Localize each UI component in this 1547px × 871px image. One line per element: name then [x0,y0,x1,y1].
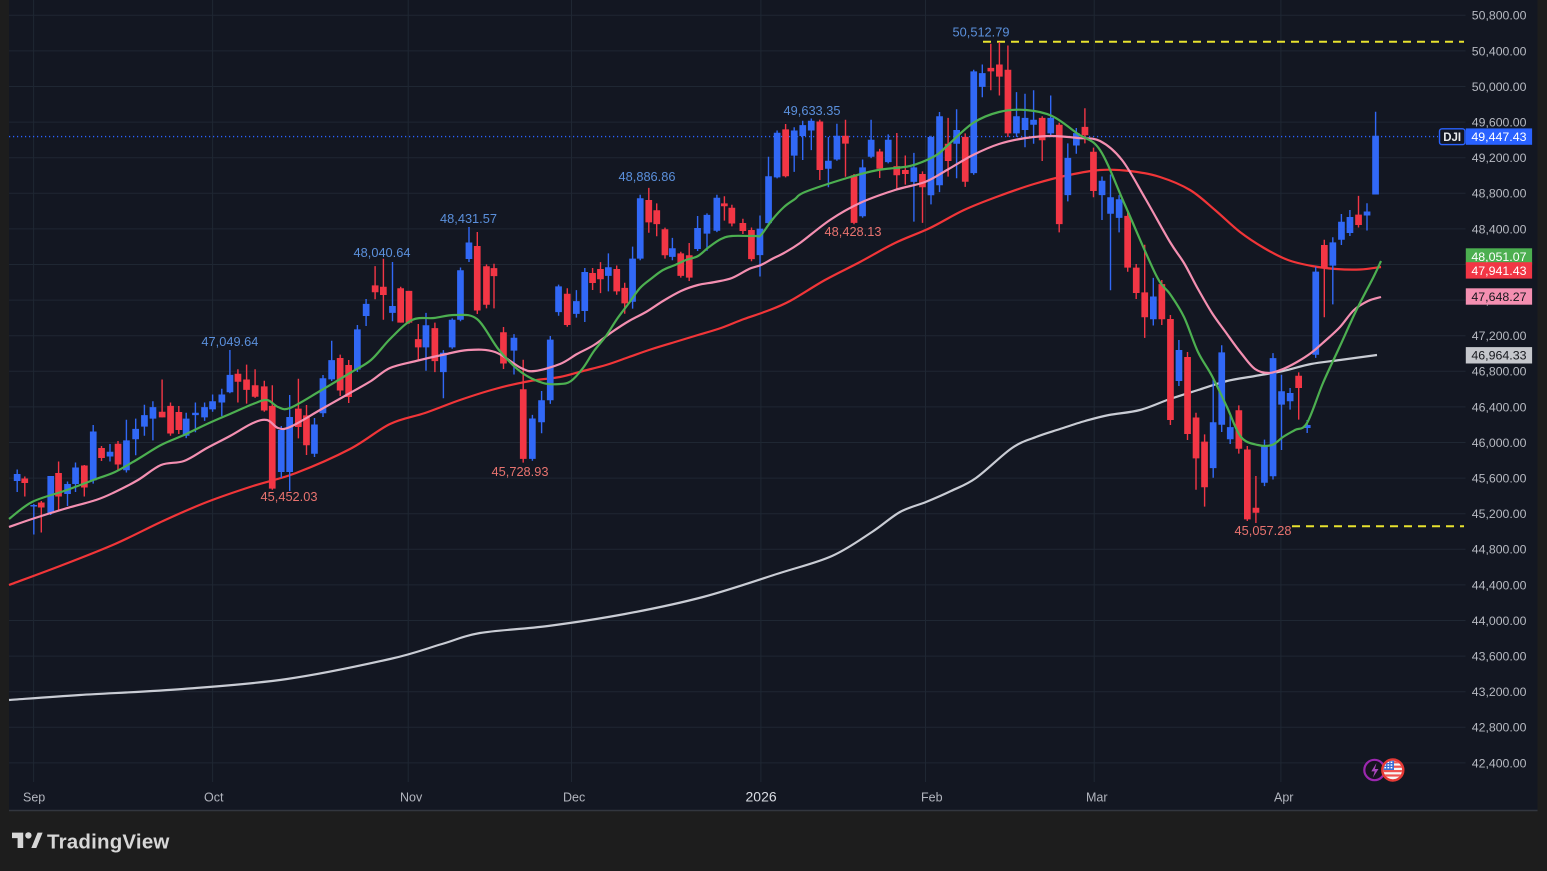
svg-text:Dec: Dec [563,791,585,805]
svg-text:TradingView: TradingView [47,830,170,853]
svg-text:46,964.33: 46,964.33 [1471,349,1526,363]
svg-text:Oct: Oct [204,791,224,805]
svg-text:44,400.00: 44,400.00 [1472,578,1527,592]
svg-text:46,000.00: 46,000.00 [1472,436,1527,450]
svg-text:47,648.27: 47,648.27 [1471,290,1526,304]
svg-text:Feb: Feb [921,791,943,805]
svg-text:47,049.64: 47,049.64 [201,334,258,349]
svg-text:49,633.35: 49,633.35 [784,103,841,118]
svg-text:50,400.00: 50,400.00 [1472,44,1527,58]
svg-text:46,800.00: 46,800.00 [1472,365,1527,379]
svg-text:Nov: Nov [400,791,423,805]
svg-text:44,800.00: 44,800.00 [1472,543,1527,557]
svg-text:2026: 2026 [746,789,777,805]
svg-text:42,400.00: 42,400.00 [1472,756,1527,770]
svg-text:48,428.13: 48,428.13 [825,224,882,239]
svg-text:48,800.00: 48,800.00 [1472,187,1527,201]
svg-text:43,200.00: 43,200.00 [1472,685,1527,699]
svg-text:44,000.00: 44,000.00 [1472,614,1527,628]
svg-text:Sep: Sep [23,791,45,805]
svg-text:48,431.57: 48,431.57 [440,211,497,226]
svg-text:49,200.00: 49,200.00 [1472,151,1527,165]
svg-text:45,728.93: 45,728.93 [492,464,549,479]
svg-text:48,051.07: 48,051.07 [1471,250,1526,264]
svg-text:48,400.00: 48,400.00 [1472,222,1527,236]
svg-text:47,941.43: 47,941.43 [1471,264,1526,278]
svg-text:47,200.00: 47,200.00 [1472,329,1527,343]
svg-text:42,800.00: 42,800.00 [1472,721,1527,735]
svg-text:50,512.79: 50,512.79 [953,25,1010,40]
svg-text:48,886.86: 48,886.86 [619,169,676,184]
svg-text:Apr: Apr [1274,791,1293,805]
svg-text:45,057.28: 45,057.28 [1235,523,1292,538]
svg-text:50,800.00: 50,800.00 [1472,9,1527,23]
svg-text:49,600.00: 49,600.00 [1472,116,1527,130]
svg-text:Mar: Mar [1086,791,1108,805]
svg-text:DJI: DJI [1443,132,1461,144]
svg-text:50,000.00: 50,000.00 [1472,80,1527,94]
svg-text:45,200.00: 45,200.00 [1472,507,1527,521]
svg-text:48,040.64: 48,040.64 [354,245,411,260]
svg-text:45,452.03: 45,452.03 [261,489,318,504]
svg-text:46,400.00: 46,400.00 [1472,400,1527,414]
svg-text:45,600.00: 45,600.00 [1472,472,1527,486]
svg-text:49,447.43: 49,447.43 [1471,130,1526,144]
svg-text:43,600.00: 43,600.00 [1472,650,1527,664]
